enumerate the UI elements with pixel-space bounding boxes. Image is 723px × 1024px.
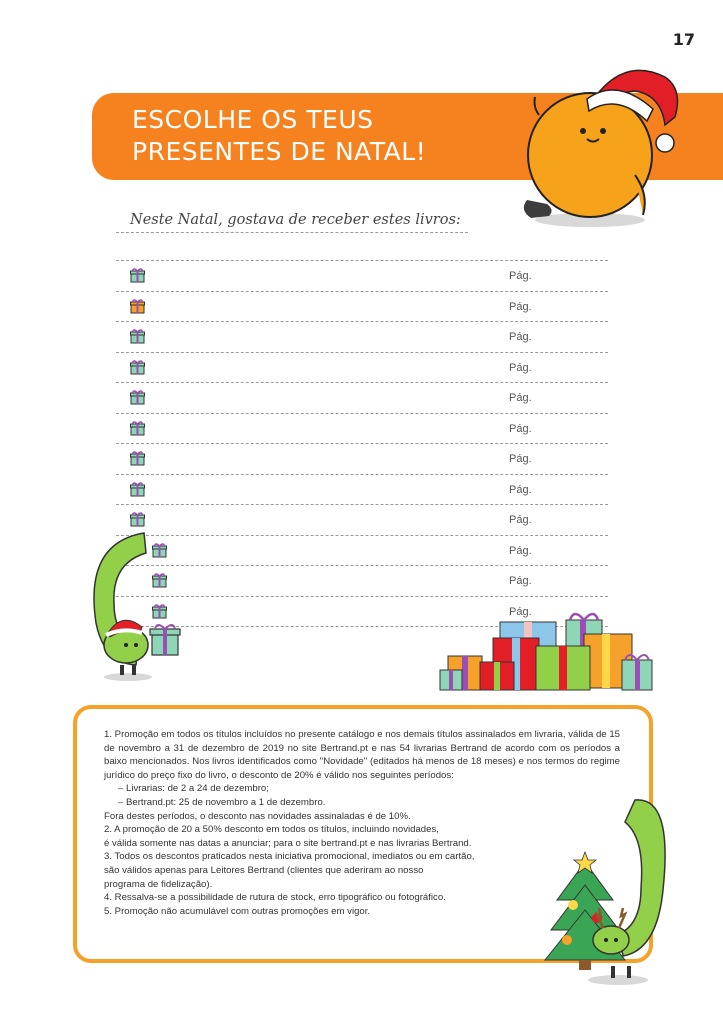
page-label: Pág. (509, 422, 532, 435)
page-number: 17 (672, 30, 695, 49)
wishlist-row[interactable]: Pág. (116, 351, 608, 383)
wishlist-row[interactable]: Pág. (116, 321, 608, 352)
terms-line: 3. Todos os descontos praticados nesta i… (104, 851, 475, 863)
terms-line: programa de fidelização). (104, 878, 213, 890)
wishlist-row[interactable]: Pág. (116, 382, 608, 413)
page-label: Pág. (509, 361, 532, 374)
wishlist-row[interactable]: Pág. (116, 260, 608, 291)
page-title: ESCOLHE OS TEUS PRESENTES DE NATAL! (132, 104, 426, 168)
page-label: Pág. (509, 392, 532, 404)
terms-line: Fora destes períodos, o desconto nas nov… (104, 810, 411, 822)
page-label: Pág. (509, 331, 532, 343)
gift-pile-illustration (439, 612, 653, 691)
page-label: Pág. (509, 270, 532, 282)
wishlist-rows: Pág. Pág. Pág. Pág. Pág. Pág. Pág. Pág. … (116, 260, 608, 627)
wishlist-row[interactable]: Pág. (116, 473, 608, 505)
page-label: Pág. (509, 453, 532, 465)
title-line-1: ESCOLHE OS TEUS (132, 105, 374, 134)
wishlist-heading: Neste Natal, gostava de receber estes li… (130, 212, 461, 228)
gift-icon (152, 573, 167, 588)
page-label: Pág. (509, 514, 532, 526)
gift-icon (130, 481, 145, 496)
christmas-tree-mascot-illustration (543, 799, 666, 985)
heading-divider (116, 232, 468, 233)
terms-line: 5. Promoção não acumulável com outras pr… (104, 905, 371, 917)
wishlist-row[interactable]: Pág. (116, 595, 608, 627)
terms-line: 4. Ressalva-se a possibilidade de rutura… (104, 892, 446, 904)
wishlist-row[interactable]: Pág. (116, 534, 608, 566)
page-label: Pág. (509, 300, 532, 313)
orange-mascot-illustration (523, 69, 679, 227)
wishlist-row[interactable]: Pág. (116, 443, 608, 474)
gift-icon (130, 298, 145, 313)
terms-line: – Bertrand.pt: 25 de novembro a 1 de dez… (118, 796, 326, 808)
page-label: Pág. (509, 544, 532, 557)
gift-icon (130, 451, 145, 466)
wishlist-row[interactable]: Pág. (116, 412, 608, 444)
gift-icon (130, 420, 145, 435)
gift-icon (130, 329, 145, 344)
gift-icon (152, 603, 167, 618)
terms-text: 1. Promoção em todos os títulos incluído… (104, 728, 620, 918)
terms-line: é válida somente nas datas a anunciar; p… (104, 837, 472, 849)
page-label: Pág. (509, 605, 532, 618)
gift-icon (130, 512, 145, 527)
wishlist-row[interactable]: Pág. (116, 565, 608, 596)
page-label: Pág. (509, 575, 532, 587)
title-line-2: PRESENTES DE NATAL! (132, 137, 427, 166)
terms-line: são válidos apenas para Leitores Bertran… (104, 864, 424, 876)
wishlist-row[interactable]: Pág. (116, 290, 608, 322)
terms-line: 1. Promoção em todos os títulos incluído… (104, 729, 620, 781)
gift-icon (152, 542, 167, 557)
terms-line: 2. A promoção de 20 a 50% desconto em to… (104, 824, 439, 836)
gift-icon (130, 390, 145, 405)
page-label: Pág. (509, 483, 532, 496)
wishlist-row[interactable]: Pág. (116, 504, 608, 535)
terms-line: – Livrarias: de 2 a 24 de dezembro; (118, 783, 269, 795)
gift-icon (130, 359, 145, 374)
gift-icon (130, 268, 145, 283)
green-mascot-illustration (93, 532, 181, 681)
